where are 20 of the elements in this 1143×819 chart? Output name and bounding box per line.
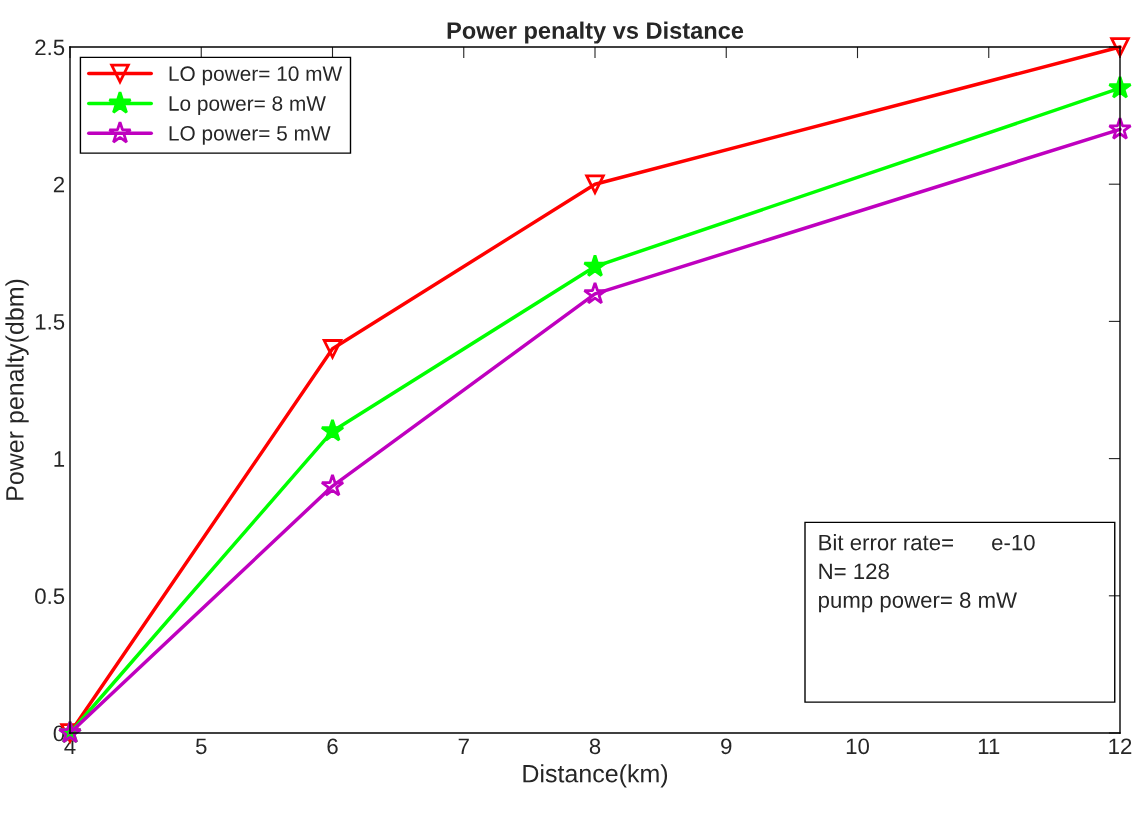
x-tick-label: 11 (978, 738, 1000, 754)
x-axis-title: Distance(km) (523, 764, 668, 788)
y-tick-label: 1.5 (35, 314, 65, 330)
y-axis-title: Power penalty(dbm) (5, 279, 29, 500)
x-tick-label: 10 (846, 738, 869, 755)
chart-title: Power penalty vs Distance (447, 21, 744, 44)
legend-label: Lo power= 8 mW (169, 96, 326, 116)
annotation: Bit error rate= e-10 N= 128 pump power= 8 mW (819, 534, 1035, 613)
y-tick-label: 0.5 (35, 588, 65, 605)
legend-label: LO power= 10 mW (169, 66, 343, 86)
x-tick-label: 7 (458, 738, 469, 754)
x-tick-label: 12 (1109, 738, 1132, 754)
y-tick-label: 2.5 (35, 39, 65, 56)
legend-label: LO power= 5 mW (169, 125, 331, 145)
x-tick-label: 9 (721, 738, 732, 755)
x-tick-label: 8 (589, 738, 601, 755)
x-tick-label: 6 (327, 738, 338, 755)
y-tick-label: 1 (54, 451, 65, 467)
y-tick-label: 2 (53, 176, 65, 193)
x-tick-label: 5 (195, 738, 207, 755)
